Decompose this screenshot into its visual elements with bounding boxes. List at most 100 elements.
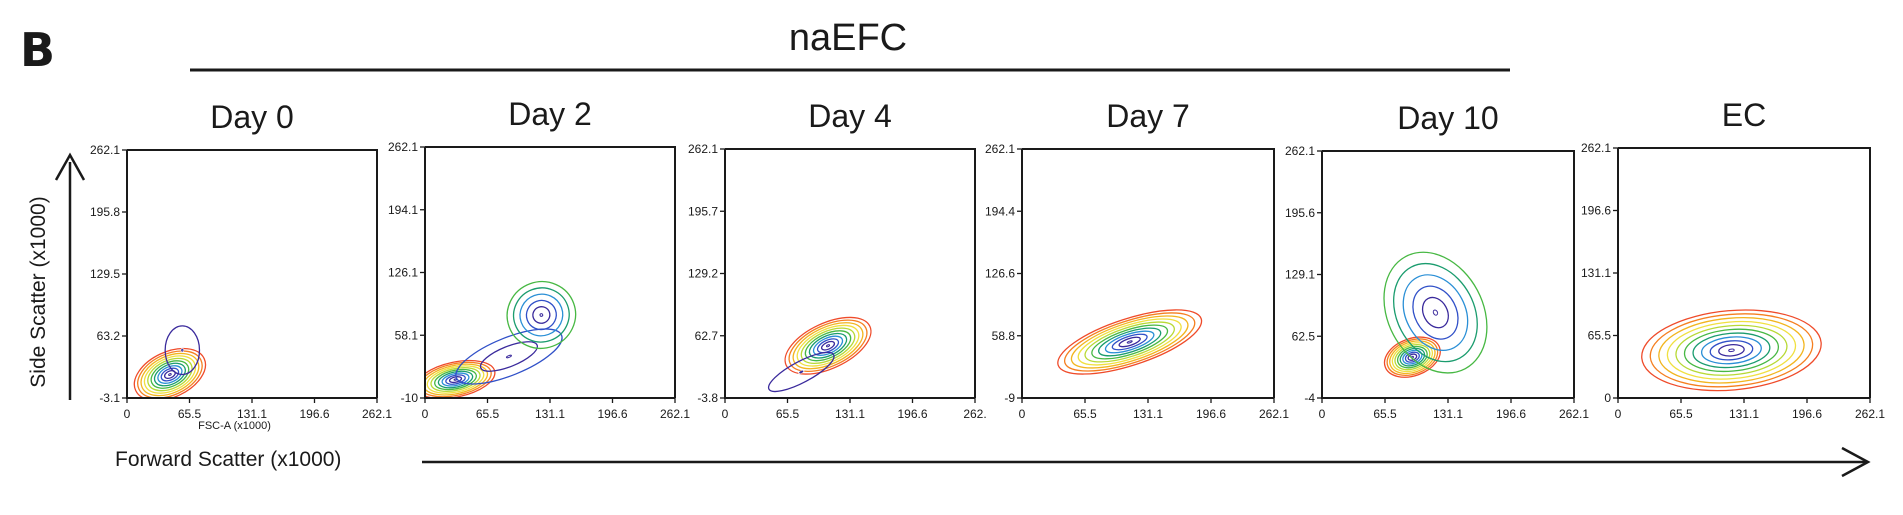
plot-title: Day 7 (1106, 98, 1190, 134)
y-tick-label: -10 (401, 391, 419, 405)
y-tick-label: 129.2 (688, 267, 718, 281)
contour-plot-6: EC 0 65.5 131.1 196.6 262.1 0 65.5 131.1 196.6 262… (1581, 97, 1885, 421)
population-core (1728, 348, 1735, 353)
y-tick-label: 195.8 (90, 205, 120, 219)
contour-ring (519, 293, 564, 337)
contour-ring (506, 280, 577, 349)
contour-group (1383, 251, 1488, 378)
y-tick-label: 262.1 (1581, 141, 1611, 155)
x-tick-label: 131.1 (1729, 407, 1759, 421)
plot-panels: Day 0 0 65.5 131.1 196.6 262.1 -3.1 63.2 129.5 19… (90, 96, 1885, 432)
x-axis-overlay-label: FSC-A (x1000) (198, 420, 271, 432)
contour-ring (1077, 318, 1182, 366)
contour-ring (1063, 312, 1196, 372)
y-tick-label: 194.1 (388, 203, 418, 217)
contour-ring (1098, 327, 1162, 357)
contour-ring (448, 376, 463, 384)
contour-ring (1726, 347, 1737, 353)
y-tick-label: 194.4 (985, 204, 1015, 218)
y-tick-label: 129.1 (1285, 268, 1315, 282)
y-tick-label: 262.1 (985, 142, 1015, 156)
y-tick-label: 262.1 (388, 140, 418, 154)
contour-ring (1675, 324, 1788, 376)
contour-ring (1421, 296, 1449, 329)
contour-ring (1412, 285, 1459, 340)
x-tick-label: 0 (722, 407, 729, 421)
contour-ring (1683, 328, 1780, 373)
y-tick-label: 262.1 (90, 143, 120, 157)
x-tick-label: 262. (963, 407, 986, 421)
contour-ring (479, 341, 539, 372)
contour-plot-4: Day 7 0 65.5 131.1 196.6 262.1 -9 58.8 126.6 194.… (985, 98, 1289, 421)
contour-ring (430, 367, 481, 393)
contour-ring (1399, 347, 1426, 367)
contour-ring (532, 306, 551, 324)
panel-letter: B (20, 23, 55, 77)
contour-ring (153, 362, 186, 387)
plot-title: Day 2 (508, 96, 592, 132)
contour-group (133, 325, 207, 398)
contour-ring (1404, 351, 1420, 363)
contour-ring (1396, 345, 1428, 369)
x-tick-label: 65.5 (1073, 407, 1097, 421)
x-tick-label: 262.1 (1259, 407, 1289, 421)
x-tick-label: 65.5 (476, 407, 500, 421)
contour-ring (1091, 324, 1169, 360)
y-tick-label: 63.2 (97, 329, 121, 343)
y-tick-label: 0 (1604, 391, 1611, 405)
contour-ring (538, 312, 545, 318)
population-core (825, 344, 831, 348)
y-tick-label: 195.7 (688, 204, 718, 218)
plot-frame (1321, 150, 1575, 399)
contour-ring (792, 322, 864, 370)
contour-ring (808, 332, 848, 359)
contour-ring (455, 328, 563, 385)
x-tick-label: 131.1 (237, 407, 267, 421)
contour-ring (1111, 333, 1148, 351)
x-tick-label: 131.1 (1433, 407, 1463, 421)
population-core (181, 348, 184, 352)
contour-ring (1070, 315, 1189, 369)
y-tick-label: -9 (1004, 391, 1015, 405)
y-tick-label: 65.5 (1588, 329, 1612, 343)
plot-title: Day 0 (210, 99, 294, 135)
contour-ring (1402, 274, 1469, 351)
contour-ring (426, 365, 485, 394)
contour-plot-5: Day 10 0 65.5 131.1 196.6 262.1 -4 62.5 129.1 195… (1285, 100, 1589, 421)
population-core (539, 313, 544, 317)
contour-ring (1394, 344, 1431, 371)
y-tick-label: 195.6 (1285, 206, 1315, 220)
contour-ring (441, 372, 470, 387)
contour-ring (767, 351, 835, 393)
contour-ring (1700, 336, 1762, 365)
contour-ring (1709, 340, 1754, 361)
contour-ring (1383, 251, 1488, 374)
x-tick-label: 196.6 (1196, 407, 1226, 421)
contour-ring (157, 365, 183, 384)
contour-ring (820, 340, 836, 351)
y-tick-label: 129.5 (90, 267, 120, 281)
contour-ring (437, 370, 474, 389)
contour-plot-1: Day 0 0 65.5 131.1 196.6 262.1 -3.1 63.2 129.5 19… (90, 99, 392, 432)
x-tick-label: 0 (1319, 407, 1326, 421)
population-core (1126, 340, 1133, 344)
plot-title: Day 10 (1397, 100, 1498, 136)
x-tick-label: 65.5 (1373, 407, 1397, 421)
y-tick-label: 262.1 (1285, 144, 1315, 158)
y-tick-label: -4 (1304, 391, 1315, 405)
contour-ring (512, 287, 570, 343)
contour-ring (1649, 313, 1814, 388)
x-axis-arrow-head (1841, 446, 1871, 478)
x-tick-label: 196.6 (897, 407, 927, 421)
contour-ring (1658, 317, 1805, 384)
x-tick-label: 65.5 (178, 407, 202, 421)
contour-ring (137, 350, 203, 398)
y-tick-label: 58.8 (992, 329, 1016, 343)
plot-frame (1617, 147, 1871, 399)
x-tick-label: 262.1 (362, 407, 392, 421)
y-axis-arrow-head (54, 152, 86, 181)
contour-ring (445, 374, 466, 385)
population-core (505, 354, 512, 359)
contour-ring (525, 299, 557, 331)
